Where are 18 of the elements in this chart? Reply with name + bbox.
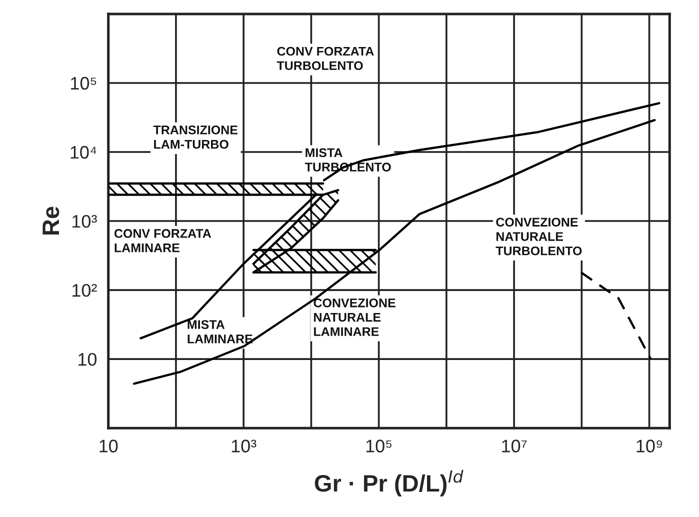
annotation: TRANSIZIONE LAM-TURBO <box>153 126 238 149</box>
x-tick-label: 10⁷ <box>502 440 527 452</box>
x-tick-label: 10⁵ <box>366 440 392 452</box>
annotation: CONV FORZATA TURBOLENTO <box>276 46 374 70</box>
y-tick-label: 10² <box>72 284 97 297</box>
y-tick-label: 10⁴ <box>70 146 96 159</box>
y-tick-label: 10 <box>78 352 97 366</box>
x-axis-title: Gr · Pr (D/L)$^{Id}$ <box>314 470 464 496</box>
x-tick-label: 10⁹ <box>636 440 662 452</box>
annotation: CONVEZIONE NATURALE LAMINARE <box>314 298 396 336</box>
y-tick-label: 10⁵ <box>71 76 96 90</box>
annotation: MISTA LAMINARE <box>188 320 252 344</box>
annotation: CONV FORZATA LAMINARE <box>114 229 212 252</box>
annotation: CONVEZIONE NATURALE TURBOLENTO <box>496 218 582 256</box>
x-tick-label: 10³ <box>232 440 256 452</box>
y-tick-label: 10³ <box>72 214 97 228</box>
x-tick-label: 10 <box>100 440 118 452</box>
y-axis-title: Re <box>42 206 60 235</box>
